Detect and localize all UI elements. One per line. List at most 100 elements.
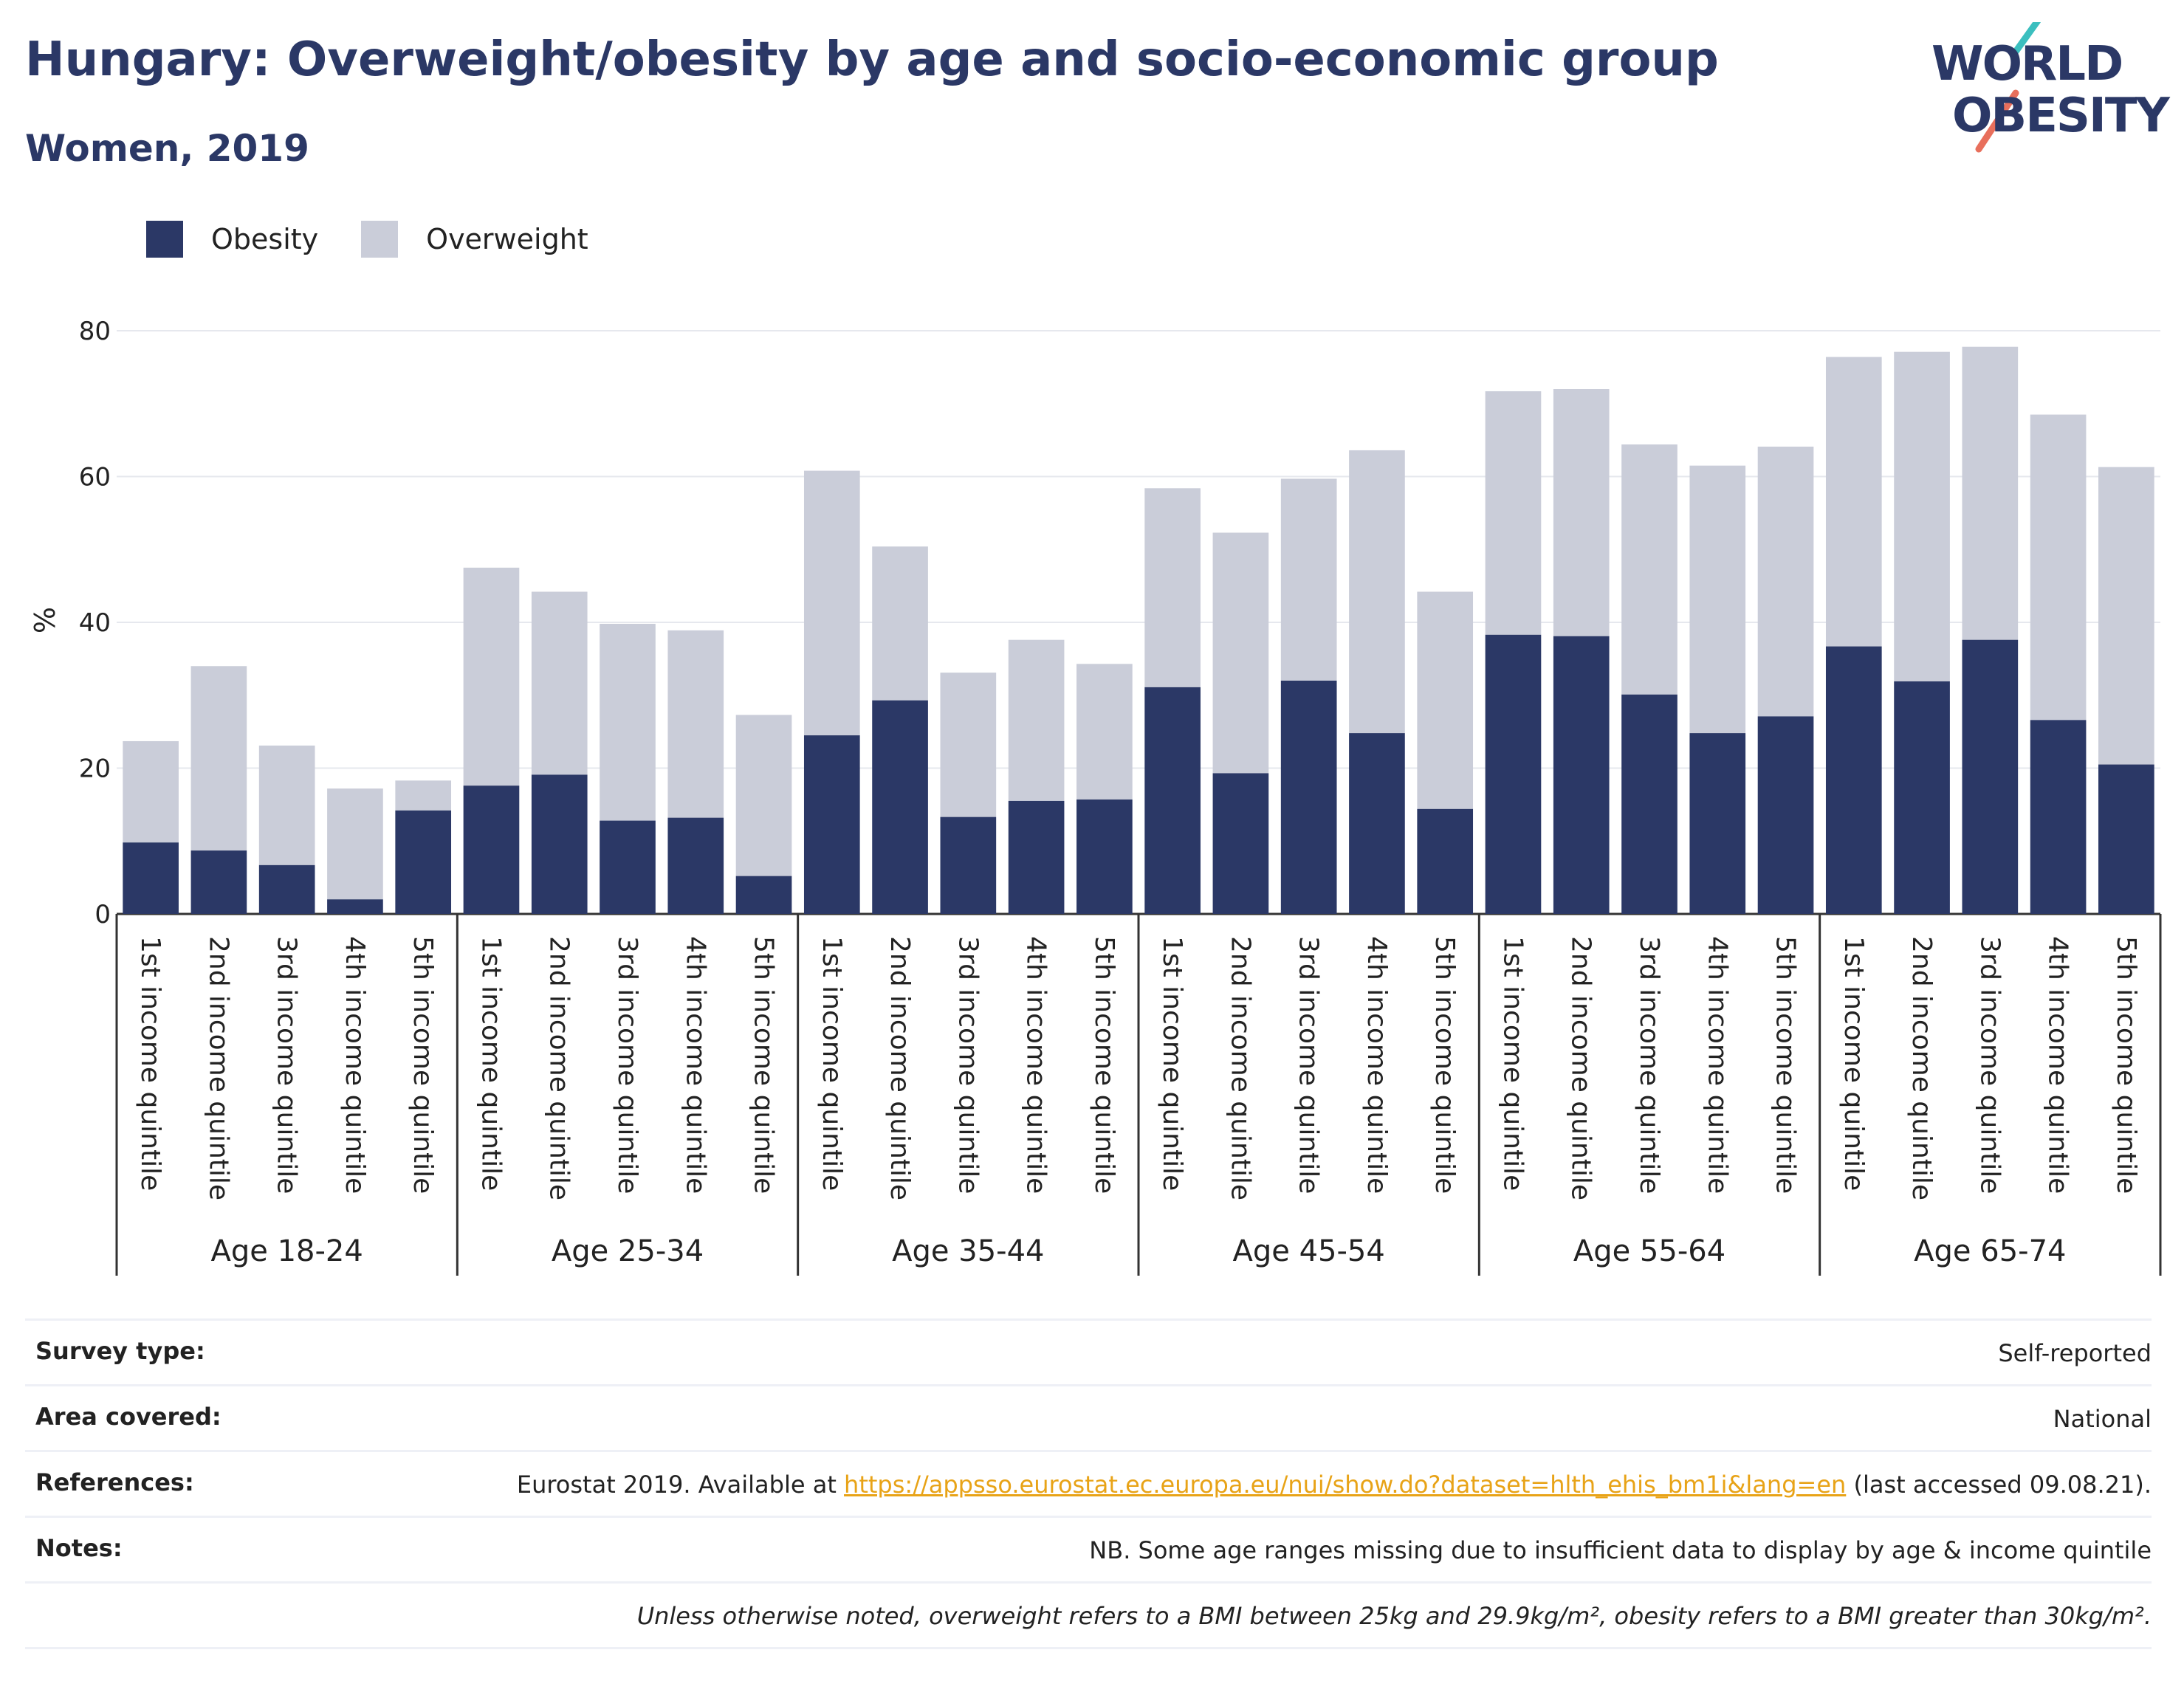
- logo-slash-icon: [1975, 22, 2042, 153]
- bar-obesity: [190, 850, 247, 914]
- group-label: Age 45-54: [1233, 1234, 1385, 1268]
- info-label: Survey type:: [35, 1337, 205, 1365]
- bar-obesity: [940, 816, 997, 914]
- group-label: Age 18-24: [211, 1234, 363, 1268]
- bar-obesity: [1757, 716, 1814, 914]
- bar-overweight: [463, 567, 520, 786]
- group-label: Age 65-74: [1914, 1234, 2066, 1268]
- x-tick-label: 2nd income quintile: [1225, 936, 1255, 1200]
- bar-obesity: [258, 864, 315, 914]
- info-table: Survey type: Self-reported Area covered:…: [25, 1318, 2152, 1649]
- legend-swatch-obesity: [146, 221, 183, 258]
- reference-link[interactable]: https://appsso.eurostat.ec.europa.eu/nui…: [844, 1471, 1847, 1499]
- bar-overweight: [735, 715, 792, 876]
- bar-overweight: [1553, 389, 1610, 636]
- bar-overweight: [1144, 488, 1201, 687]
- y-axis-label: %: [29, 607, 61, 633]
- y-tick-label: 20: [79, 754, 111, 784]
- bar-overweight: [1757, 447, 1814, 717]
- bar-overweight: [258, 745, 315, 865]
- world-obesity-logo: WORLD OBESITY: [1920, 22, 2171, 155]
- bar-overweight: [531, 591, 588, 775]
- bar-obesity: [1008, 800, 1065, 914]
- info-row-notes: Notes: NB. Some age ranges missing due t…: [25, 1516, 2152, 1581]
- bar-obesity: [1689, 733, 1746, 914]
- bar-overweight: [940, 673, 997, 817]
- x-tick-label: 2nd income quintile: [1906, 936, 1937, 1200]
- info-row-references: References: Eurostat 2019. Available at …: [25, 1450, 2152, 1516]
- legend-item-obesity: Obesity: [146, 221, 318, 258]
- bar-overweight: [1962, 346, 2019, 640]
- x-tick-label: 5th income quintile: [2111, 936, 2141, 1194]
- info-value: National: [2053, 1405, 2152, 1433]
- bar-overweight: [1825, 357, 1882, 647]
- bar-overweight: [667, 630, 724, 818]
- bar-obesity: [1553, 636, 1610, 914]
- info-label: References:: [35, 1468, 194, 1496]
- x-tick-label: 4th income quintile: [2043, 936, 2073, 1194]
- bar-obesity: [1349, 733, 1405, 914]
- bar-overweight: [600, 623, 656, 821]
- bar-overweight: [123, 740, 179, 843]
- legend-label-obesity: Obesity: [211, 223, 319, 255]
- bar-overweight: [1485, 391, 1542, 635]
- stacked-bar-chart: 0 20 40 60 80% 1st income quintile 2nd income …: [29, 317, 2162, 1276]
- info-value: NB. Some age ranges missing due to insuf…: [1089, 1536, 2152, 1564]
- bar-obesity: [463, 785, 520, 914]
- bar-obesity: [1962, 639, 2019, 914]
- bar-overweight: [2030, 414, 2087, 721]
- x-tick-label: 1st income quintile: [475, 936, 506, 1191]
- logo-text-obesity: OBESITY: [1952, 89, 2170, 143]
- x-tick-label: 1st income quintile: [135, 936, 165, 1191]
- x-tick-label: 3rd income quintile: [612, 936, 642, 1194]
- x-tick-label: 3rd income quintile: [272, 936, 302, 1194]
- chart-legend: Obesity Overweight: [146, 219, 631, 260]
- x-tick-label: 5th income quintile: [1771, 936, 1801, 1194]
- reference-suffix: (last accessed 09.08.21).: [1846, 1471, 2152, 1499]
- x-tick-label: 3rd income quintile: [1634, 936, 1664, 1194]
- bar-overweight: [2098, 467, 2154, 765]
- bar-obesity: [735, 876, 792, 914]
- bar-obesity: [1894, 681, 1950, 914]
- x-tick-label: 2nd income quintile: [1566, 936, 1596, 1200]
- bar-overweight: [1621, 444, 1678, 695]
- bar-overweight: [1349, 450, 1405, 734]
- bar-obesity: [1825, 646, 1882, 914]
- bar-obesity: [667, 817, 724, 914]
- bar-overweight: [1689, 465, 1746, 734]
- bar-obesity: [2030, 720, 2087, 914]
- y-tick-label: 60: [79, 463, 111, 492]
- y-tick-label: 0: [95, 900, 111, 929]
- x-tick-label: 5th income quintile: [749, 936, 779, 1194]
- bmi-definition-note: Unless otherwise noted, overweight refer…: [636, 1602, 2152, 1630]
- page-title: Hungary: Overweight/obesity by age and s…: [25, 32, 1719, 87]
- x-tick-label: 4th income quintile: [680, 936, 710, 1194]
- bar-obesity: [327, 899, 383, 914]
- bar-overweight: [803, 470, 860, 736]
- x-tick-label: 4th income quintile: [1361, 936, 1392, 1194]
- bar-obesity: [872, 700, 928, 914]
- info-label: Area covered:: [35, 1403, 222, 1431]
- x-tick-label: 5th income quintile: [1429, 936, 1460, 1194]
- bar-overweight: [395, 780, 452, 811]
- x-tick-label: 5th income quintile: [408, 936, 438, 1194]
- x-tick-label: 4th income quintile: [1021, 936, 1051, 1194]
- x-tick-label: 4th income quintile: [340, 936, 370, 1194]
- x-tick-label: 2nd income quintile: [203, 936, 233, 1200]
- bar-obesity: [1280, 681, 1337, 914]
- x-tick-label: 1st income quintile: [1497, 936, 1528, 1191]
- bar-obesity: [531, 774, 588, 914]
- bar-obesity: [600, 820, 656, 914]
- x-tick-label: 5th income quintile: [1089, 936, 1119, 1194]
- x-tick-label: 1st income quintile: [1157, 936, 1187, 1191]
- bar-overweight: [327, 788, 383, 900]
- x-tick-label: 4th income quintile: [1702, 936, 1732, 1194]
- bar-obesity: [1144, 687, 1201, 914]
- info-row-bmi-note: Unless otherwise noted, overweight refer…: [25, 1581, 2152, 1649]
- x-tick-label: 1st income quintile: [817, 936, 847, 1191]
- info-row-survey-type: Survey type: Self-reported: [25, 1318, 2152, 1384]
- bar-overweight: [872, 546, 928, 701]
- y-tick-label: 80: [79, 317, 111, 346]
- x-tick-label: 3rd income quintile: [1294, 936, 1324, 1194]
- info-value: Eurostat 2019. Available at https://apps…: [346, 1468, 2152, 1501]
